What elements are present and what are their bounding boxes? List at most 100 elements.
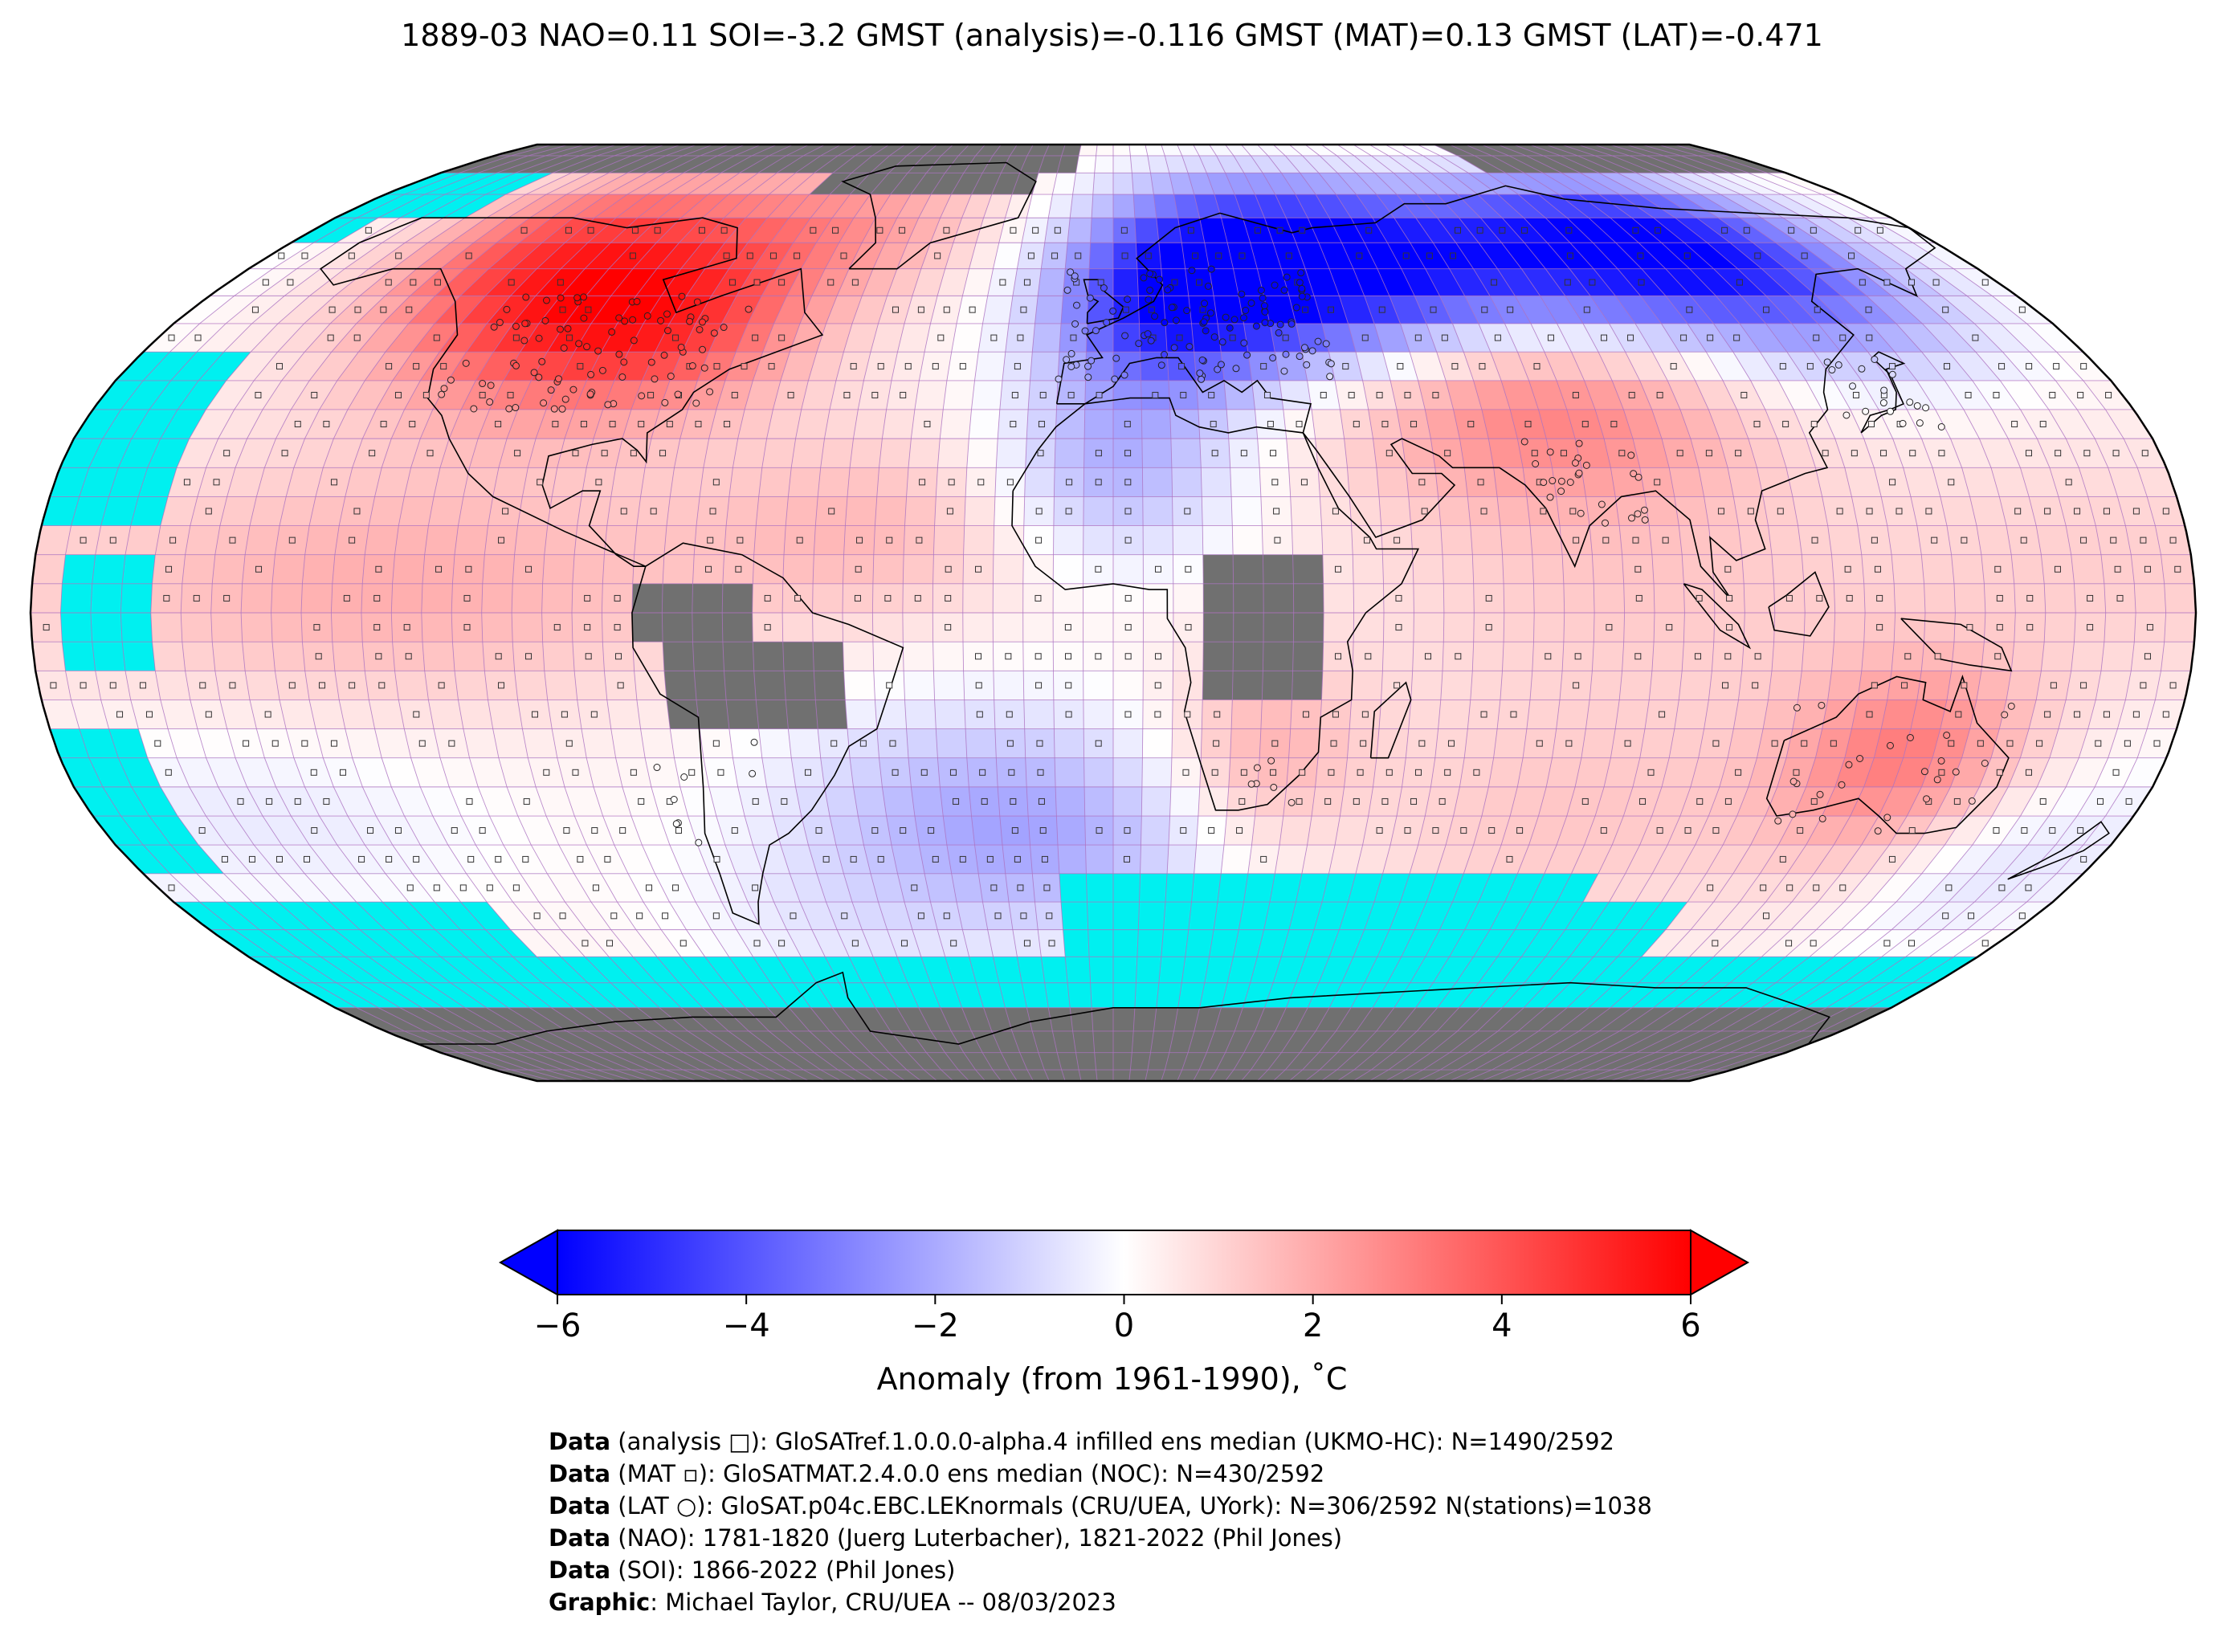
missing-land-cell	[1406, 1052, 1450, 1071]
missing-land-cell	[784, 671, 816, 700]
analysis-marker	[975, 653, 982, 660]
colorbar-tick-label: 2	[1302, 1307, 1324, 1344]
anomaly-cell	[382, 757, 421, 787]
analysis-marker	[2169, 682, 2177, 689]
anomaly-cell	[1079, 145, 1098, 156]
analysis-marker	[794, 594, 802, 602]
anomaly-cell	[1950, 438, 1992, 468]
anomaly-cell	[1301, 845, 1336, 874]
missing-land-cell	[850, 1030, 889, 1053]
meridian-line	[571, 145, 826, 1081]
analysis-marker	[1424, 653, 1431, 660]
anomaly-cell	[810, 194, 851, 218]
missing-land-cell	[665, 1070, 713, 1081]
coastline-africa	[1011, 397, 1420, 811]
analysis-marker	[2080, 855, 2087, 863]
anomaly-cell	[1143, 583, 1173, 613]
coastline-madagascar	[1369, 681, 1412, 759]
missing-land-cell	[1748, 1030, 1822, 1053]
anomaly-cell	[1679, 525, 1712, 555]
anomaly-cell	[1396, 194, 1438, 218]
anomaly-cell	[574, 380, 614, 410]
analysis-marker	[2080, 682, 2087, 689]
analysis-marker	[1065, 711, 1072, 718]
anomaly-cell	[670, 728, 704, 758]
anomaly-cell	[1181, 155, 1207, 173]
anomaly-cell	[547, 873, 592, 903]
anomaly-cell	[1843, 873, 1896, 903]
missing-land-cell	[1430, 1030, 1478, 1053]
anomaly-cell	[1130, 155, 1151, 173]
meridian-line	[481, 145, 777, 1081]
anomaly-cell	[824, 786, 859, 817]
meridian-line	[1528, 145, 1896, 1081]
anomaly-cell	[680, 194, 729, 218]
credit-text: (MAT ▫): GloSATMAT.2.4.0.0 ens median (N…	[610, 1460, 1325, 1487]
anomaly-cell	[963, 525, 994, 555]
anomaly-cell	[189, 409, 235, 439]
analysis-marker	[1185, 624, 1192, 631]
missing-land-cell	[1561, 145, 1613, 156]
coastline-antarctica	[418, 971, 1830, 1045]
analysis-marker	[1545, 653, 1552, 660]
missing-land-cell	[890, 173, 927, 195]
anomaly-cell	[1061, 296, 1088, 324]
anomaly-cell	[1736, 786, 1777, 817]
anomaly-cell	[996, 438, 1027, 468]
anomaly-cell	[272, 642, 305, 671]
missing-land-cell	[1729, 1030, 1802, 1053]
analysis-marker	[1303, 711, 1310, 718]
missing-land-cell	[648, 1070, 697, 1081]
analysis-marker	[1239, 797, 1246, 805]
anomaly-cell	[528, 438, 565, 468]
anomaly-cell	[1953, 583, 1985, 613]
anomaly-cell	[486, 194, 547, 218]
anomaly-cell	[1634, 873, 1679, 903]
anomaly-cell	[1373, 323, 1410, 353]
analysis-marker	[1035, 682, 1043, 689]
missing-land-cell	[910, 173, 945, 195]
anomaly-cell	[185, 525, 220, 555]
analysis-marker	[1485, 594, 1492, 602]
missing-land-cell	[1657, 1070, 1716, 1081]
anomaly-cell	[1156, 218, 1182, 243]
map-title: 1889-03 NAO=0.11 SOI=-3.2 GMST (analysis…	[401, 18, 1823, 53]
anomaly-cell	[1161, 145, 1182, 156]
anomaly-cell	[1251, 816, 1283, 846]
missing-land-cell	[1513, 145, 1561, 156]
anomaly-cell	[875, 700, 907, 729]
missing-land-cell	[1700, 1007, 1762, 1031]
analysis-marker	[871, 827, 879, 834]
analysis-marker	[1876, 594, 1883, 602]
meridian-line	[1022, 145, 1066, 1081]
missing-land-cell	[1629, 155, 1693, 173]
anomaly-cell	[1654, 583, 1685, 613]
analysis-marker	[1394, 682, 1401, 689]
anomaly-cell	[1655, 173, 1721, 195]
anomaly-cell	[1870, 323, 1922, 353]
anomaly-cell	[1504, 583, 1535, 613]
anomaly-cell	[1376, 194, 1416, 218]
missing-land-cell	[1659, 1007, 1719, 1031]
analysis-marker	[1438, 797, 1446, 805]
anomaly-cell	[152, 642, 186, 671]
anomaly-cell	[302, 554, 335, 584]
anomaly-cell	[1504, 613, 1535, 642]
analysis-marker	[1600, 827, 1607, 834]
missing-land-cell	[1543, 1052, 1599, 1071]
missing-land-cell	[683, 145, 729, 156]
missing-land-cell	[870, 155, 907, 173]
analysis-marker	[953, 797, 960, 805]
anomaly-cell	[1449, 268, 1490, 296]
anomaly-cell	[1732, 845, 1779, 874]
missing-land-cell	[1001, 155, 1027, 173]
missing-land-cell	[515, 155, 580, 173]
anomaly-cell	[1470, 671, 1503, 700]
anomaly-cell	[451, 218, 508, 243]
anomaly-cell	[1679, 409, 1720, 439]
analysis-marker	[790, 912, 797, 920]
anomaly-cell	[160, 496, 198, 526]
anomaly-cell	[1679, 845, 1724, 874]
missing-land-cell	[910, 1030, 945, 1053]
missing-land-cell	[1465, 1070, 1509, 1081]
